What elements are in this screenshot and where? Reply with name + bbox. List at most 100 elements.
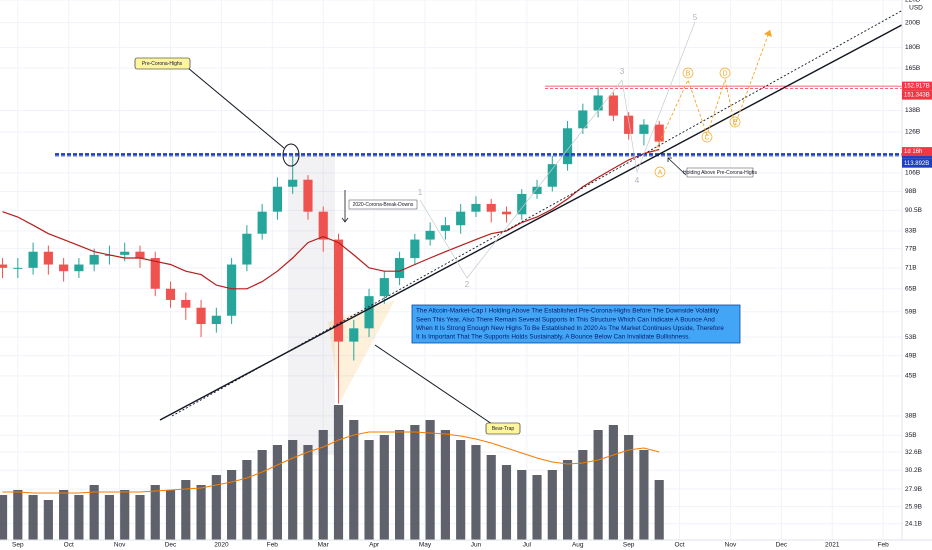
candle-body (517, 193, 527, 215)
x-tick-label: Sep (623, 542, 635, 549)
volume-bar (59, 490, 69, 540)
candle-body (135, 251, 145, 259)
price-tag (902, 81, 932, 91)
volume-bar (28, 495, 38, 540)
x-tick-label: Nov (725, 542, 737, 549)
candle-body (410, 239, 420, 259)
y-tick-label: 59B (905, 308, 917, 315)
candle-body (89, 254, 99, 265)
wave-letter: D (722, 70, 727, 77)
candle-body (0, 264, 8, 268)
volume-layer (0, 405, 664, 540)
x-tick-label: May (419, 542, 432, 549)
candle-body (303, 179, 313, 212)
wave-circle (654, 166, 666, 178)
candle-body (13, 267, 23, 269)
x-tick-label: 2021 (825, 542, 840, 549)
bear-trap-zone (328, 300, 395, 402)
countdown: 1d 16h (904, 149, 922, 155)
wave-circle (701, 131, 713, 143)
y-tick-label: 165B (905, 65, 920, 72)
volume-bar (211, 475, 221, 540)
wave-label: 1 (418, 188, 423, 197)
wave-circle (682, 67, 694, 79)
projection-arrow (764, 30, 772, 37)
candle-body (364, 296, 374, 329)
candle-body (562, 128, 573, 165)
x-tick-label: 2020 (214, 542, 229, 549)
wave-letter: E (733, 119, 738, 126)
annotation: 2020-Corona-Break-Downs (353, 202, 414, 208)
volume-bar (135, 495, 145, 540)
candle-body (501, 211, 512, 215)
arrow-head (341, 217, 349, 223)
candle-body (28, 251, 38, 268)
volume-bar (303, 445, 313, 540)
candle-body (547, 164, 557, 187)
callout-line (374, 344, 493, 425)
candle-body (181, 299, 191, 308)
volume-bar (395, 430, 405, 540)
volume-bar (89, 485, 99, 540)
y-tick-label: 71B (905, 265, 917, 272)
wave-circle (729, 116, 741, 128)
wave-label: 5 (693, 13, 698, 22)
volume-bar (0, 495, 8, 540)
volume-bar (13, 490, 23, 540)
x-tick-label: Aug (572, 542, 584, 549)
price-tag-label: 151.343B (904, 93, 930, 99)
volume-bar (257, 450, 267, 540)
volume-bar (104, 495, 115, 540)
volume-bar (501, 465, 512, 540)
wave-label: 4 (635, 176, 640, 185)
candle-body (272, 186, 283, 212)
y-tick-label: 32.6B (905, 449, 922, 456)
annotation: Holding Above Pre-Corona-Highs (683, 170, 757, 176)
price-tag-label: 113.892B (904, 161, 929, 167)
volume-bar (532, 475, 542, 540)
y-tick-label: 65B (905, 285, 917, 292)
candle-body (425, 230, 435, 240)
price-tag-label: 152.917B (904, 84, 930, 90)
volume-bar (379, 435, 389, 540)
grid (0, 0, 902, 540)
volume-bar (547, 470, 557, 540)
volume-bar (165, 490, 176, 540)
candle-body (59, 264, 69, 272)
volume-bar (440, 430, 450, 540)
x-tick-label: Nov (114, 542, 126, 549)
volume-bar (181, 480, 191, 540)
candle-body (318, 211, 328, 240)
volume-bar (608, 425, 618, 540)
candle-body (440, 225, 450, 231)
candle-body (608, 95, 618, 116)
volume-bar (471, 445, 481, 540)
countdown-tag (902, 147, 932, 157)
y-tick-label: 24.1B (905, 520, 922, 527)
y-tick-label: 90.5B (905, 207, 922, 214)
x-tick-label: Sep (12, 542, 24, 549)
info-line: It Is Important That The Supports Holds … (416, 333, 690, 340)
wave-label: 3 (620, 67, 625, 76)
callout-box (134, 57, 191, 70)
annotation: Bear-Trap (492, 426, 515, 432)
y-tick-label: 180B (905, 44, 920, 51)
candle-body (624, 115, 634, 134)
annotation: Pre-Corona-Highs (142, 61, 183, 67)
label-box (686, 167, 754, 178)
y-tick-label: 30.2B (905, 467, 922, 474)
wave-label: 2 (465, 280, 470, 289)
candle-body (471, 203, 481, 212)
info-line: Seen This Year, Also There Remain Severa… (416, 316, 715, 323)
arrow-head (667, 157, 672, 162)
candle-body (593, 95, 603, 111)
price-tag (902, 90, 932, 100)
x-tick-label: Feb (267, 542, 279, 549)
y-tick-label: 25.9B (905, 503, 922, 510)
y-tick-label: 106B (905, 170, 920, 177)
candle-body (486, 203, 496, 212)
candle-body (165, 288, 176, 300)
volume-bar (562, 460, 573, 540)
label-box (348, 199, 418, 210)
